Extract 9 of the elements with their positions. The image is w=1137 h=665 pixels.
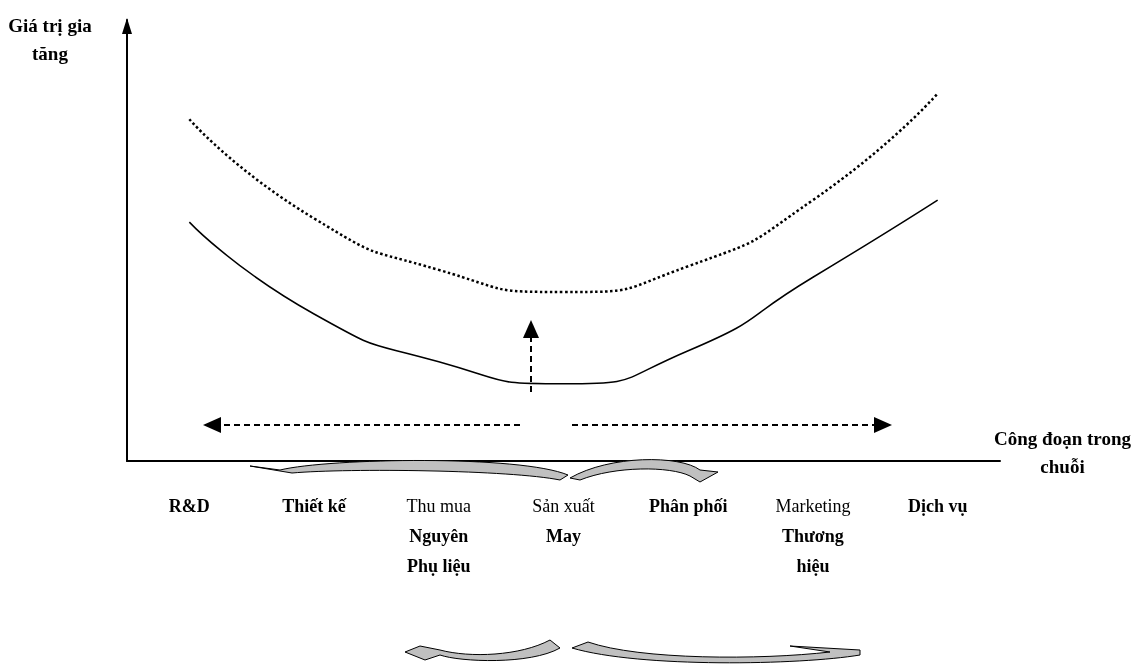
x-tick-label: Sản xuất May — [532, 496, 595, 546]
x-tick-label: Phân phối — [648, 496, 728, 516]
x-tick-label: R&D — [168, 496, 210, 516]
x-tick-label: Thiết kế — [282, 496, 347, 516]
x-axis-title: Công đoạn trong chuỗi — [993, 427, 1132, 479]
x-tick-label: Thu mua Nguyên Phụ liệu — [406, 496, 472, 576]
x-tick-label: Dịch vụ — [907, 496, 968, 516]
y-axis-title: Giá trị gia tăng — [7, 14, 93, 66]
x-tick-label: Marketing Thương hiệu — [775, 496, 851, 576]
